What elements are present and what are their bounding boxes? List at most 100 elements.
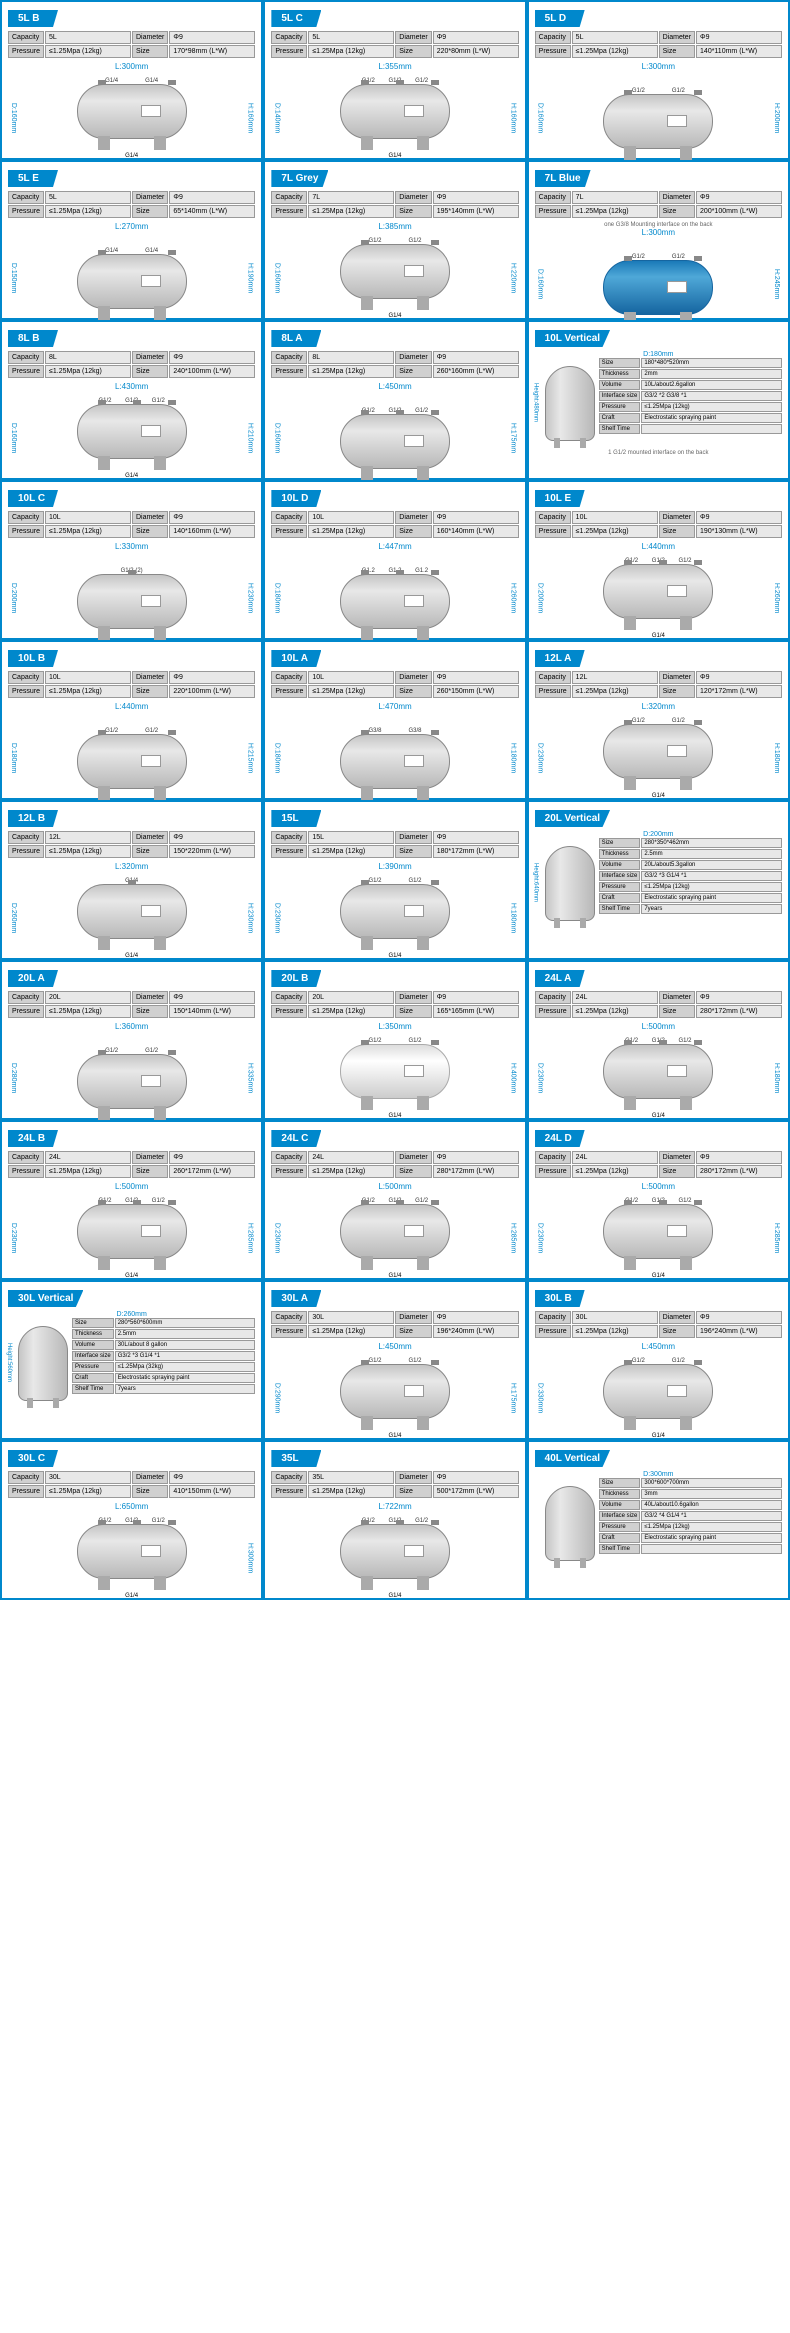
product-card: 30L VerticalD:260mmHeight:560mmSize280*5… (0, 1280, 263, 1440)
product-card: 5L D Capacity5L DiameterΦ9 Pressure≤1.25… (527, 0, 790, 160)
card-title: 10L E (535, 490, 585, 507)
diameter-dim: D:230mm (273, 903, 280, 933)
port-label: G1/2 (152, 1198, 165, 1204)
port-label: G1/2 (678, 558, 691, 564)
tank-image (545, 366, 595, 441)
bottom-port: G1/4 (77, 953, 187, 959)
port-label: G1/2 (678, 1198, 691, 1204)
product-card: 7L Grey Capacity7L DiameterΦ9 Pressure≤1… (263, 160, 526, 320)
port-label: G1/2 (415, 78, 428, 84)
tank-image (545, 846, 595, 921)
height-dim: H:260mm (773, 583, 780, 613)
height-dim: H:285mm (510, 1223, 517, 1253)
product-card: 24L D Capacity24L DiameterΦ9 Pressure≤1.… (527, 1120, 790, 1280)
length-dim: L:447mm (271, 542, 518, 551)
length-dim: L:350mm (271, 1022, 518, 1031)
product-card: 35L Capacity35L DiameterΦ9 Pressure≤1.25… (263, 1440, 526, 1600)
diameter-dim: D:160mm (273, 423, 280, 453)
port-label: G1/4 (105, 248, 118, 254)
tank-image (340, 1044, 450, 1099)
tank-diagram: D:200mmH:230mmG1/2 (2) (8, 553, 255, 643)
card-title: 10L Vertical (535, 330, 610, 347)
card-title: 24L C (271, 1130, 321, 1147)
port-label: G1/2 (415, 408, 428, 414)
port-label: G1/2 (368, 1038, 381, 1044)
bottom-port: G1/4 (603, 1433, 713, 1439)
bottom-port: G1/4 (340, 313, 450, 319)
tank-diagram: D:230mmH:285mmG1/2G1/2G1/2G1/4 (271, 1193, 518, 1283)
length-dim: L:450mm (271, 382, 518, 391)
diameter-dim: D:160mm (273, 263, 280, 293)
tank-image (77, 884, 187, 939)
card-title: 24L A (535, 970, 585, 987)
card-title: 5L C (271, 10, 321, 27)
height-dim: H:230mm (246, 903, 253, 933)
card-title: 8L B (8, 330, 58, 347)
height-dim: H:285mm (246, 1223, 253, 1253)
spec-table: Capacity24L DiameterΦ9 Pressure≤1.25Mpa … (535, 1151, 782, 1178)
tank-image (340, 1364, 450, 1419)
top-dim: D:180mm (535, 351, 782, 358)
tank-image (340, 84, 450, 139)
bottom-port: G1/4 (77, 1273, 187, 1279)
product-card: 24L A Capacity24L DiameterΦ9 Pressure≤1.… (527, 960, 790, 1120)
tank-image (18, 1326, 68, 1401)
tank-diagram: D:140mmH:160mmG1/2G1/2G1/2G1/4 (271, 73, 518, 163)
tank-diagram: D:230mmH:180mmG1/2G1/2G1/4 (271, 873, 518, 963)
diameter-dim: D:160mm (537, 269, 544, 299)
port-label: G1/2 (408, 1358, 421, 1364)
tank-image (603, 564, 713, 619)
port-label: G1/2 (152, 1518, 165, 1524)
product-card: 10L A Capacity10L DiameterΦ9 Pressure≤1.… (263, 640, 526, 800)
height-dim: H:400mm (510, 1063, 517, 1093)
tank-image (77, 84, 187, 139)
tank-image (77, 1524, 187, 1579)
length-dim: L:300mm (535, 62, 782, 71)
length-dim: L:330mm (8, 542, 255, 551)
length-dim: L:722mm (271, 1502, 518, 1511)
length-dim: L:500mm (535, 1022, 782, 1031)
card-title: 12L A (535, 650, 585, 667)
bottom-port: G1/4 (603, 633, 713, 639)
diameter-dim: D:160mm (10, 103, 17, 133)
spec-table: Capacity10L DiameterΦ9 Pressure≤1.25Mpa … (535, 511, 782, 538)
length-dim: L:270mm (8, 222, 255, 231)
bottom-port: G1/4 (340, 1433, 450, 1439)
port-label: G1/2 (145, 1048, 158, 1054)
length-dim: L:320mm (535, 702, 782, 711)
product-card: 10L VerticalD:180mmHeight:480mmSize180*4… (527, 320, 790, 480)
height-dim: H:200mm (773, 103, 780, 133)
card-title: 5L B (8, 10, 58, 27)
card-title: 40L Vertical (535, 1450, 610, 1467)
diameter-dim: D:200mm (10, 583, 17, 613)
height-dim: H:190mm (246, 263, 253, 293)
card-title: 24L D (535, 1130, 585, 1147)
height-dim: H:300mm (246, 1543, 253, 1573)
diameter-dim: D:140mm (273, 103, 280, 133)
product-card: 10L C Capacity10L DiameterΦ9 Pressure≤1.… (0, 480, 263, 640)
spec-table: Capacity24L DiameterΦ9 Pressure≤1.25Mpa … (8, 1151, 255, 1178)
diameter-dim: D:230mm (537, 1223, 544, 1253)
product-card: 24L C Capacity24L DiameterΦ9 Pressure≤1.… (263, 1120, 526, 1280)
product-card: 8L B Capacity8L DiameterΦ9 Pressure≤1.25… (0, 320, 263, 480)
tank-image (603, 1044, 713, 1099)
tank-image (77, 574, 187, 629)
length-dim: L:470mm (271, 702, 518, 711)
port-label: G3/8 (368, 728, 381, 734)
height-dim: H:175mm (510, 1383, 517, 1413)
diameter-dim: D:180mm (273, 583, 280, 613)
tank-image (77, 254, 187, 309)
tank-diagram: D:230mmH:180mmG1/2G1/2G1/4 (535, 713, 782, 803)
length-dim: L:300mm (8, 62, 255, 71)
card-title: 8L A (271, 330, 321, 347)
port-label: G1/2 (632, 1358, 645, 1364)
diameter-dim: D:150mm (10, 263, 17, 293)
spec-table: Capacity10L DiameterΦ9 Pressure≤1.25Mpa … (271, 671, 518, 698)
bottom-port: G1/4 (340, 1113, 450, 1119)
tank-diagram: D:160mmH:160mmG1/4G1/4G1/4 (8, 73, 255, 163)
port-label: G1/2 (672, 88, 685, 94)
tank-image (603, 1204, 713, 1259)
top-dim: D:260mm (8, 1311, 255, 1318)
product-card: 12L A Capacity12L DiameterΦ9 Pressure≤1.… (527, 640, 790, 800)
diameter-dim: D:230mm (537, 1063, 544, 1093)
